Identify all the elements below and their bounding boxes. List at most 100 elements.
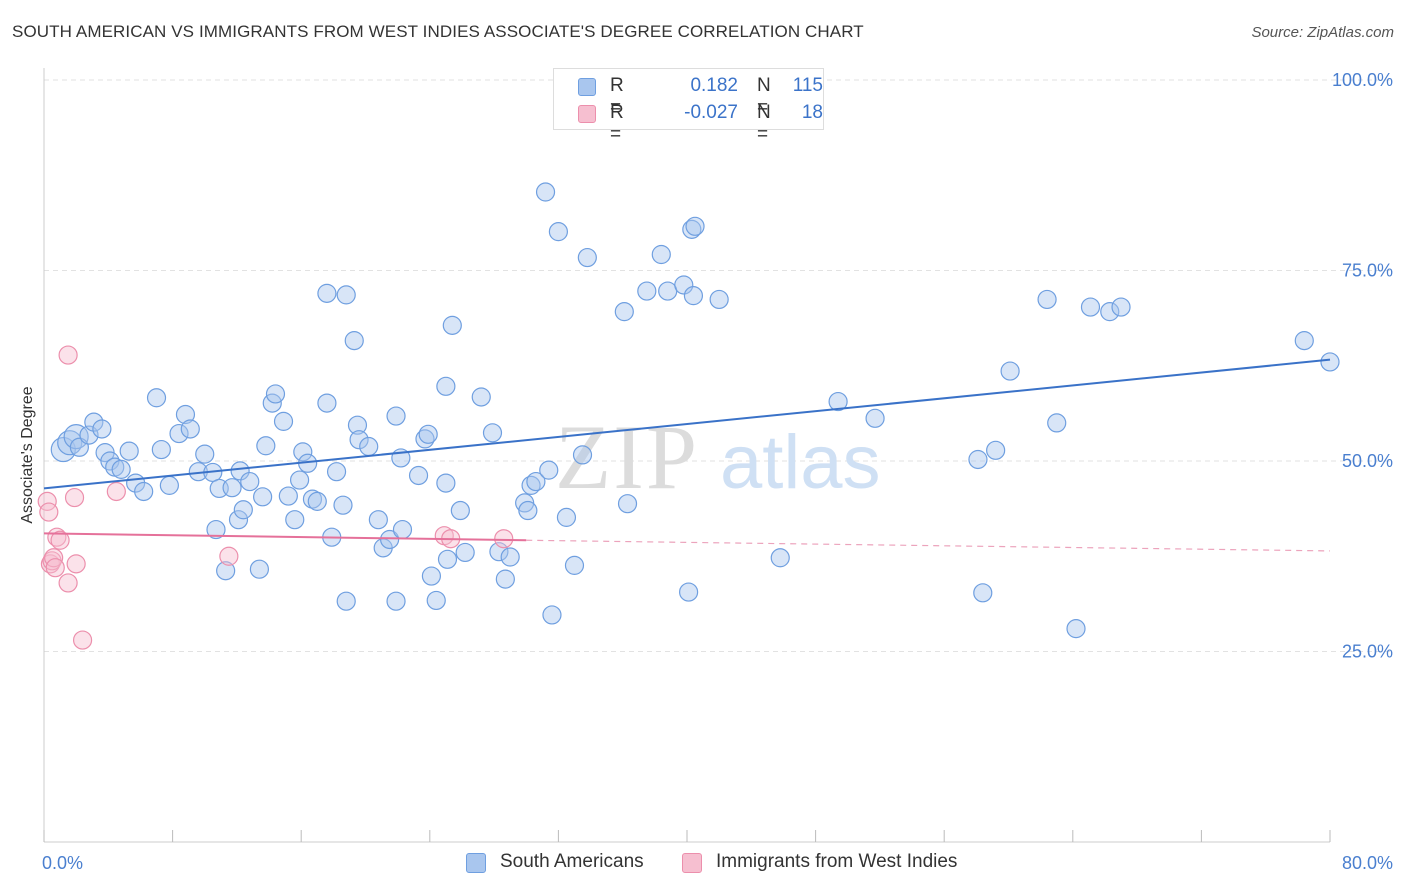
data-point: [106, 481, 126, 502]
x-tick-label: 80.0%: [1342, 853, 1393, 873]
data-point: [442, 315, 462, 335]
legend-swatch-west-indies: [578, 105, 596, 123]
data-point: [58, 573, 78, 593]
data-point: [418, 424, 438, 444]
data-point: [674, 275, 694, 295]
data-point: [518, 500, 538, 521]
data-point: [865, 408, 885, 428]
data-point: [66, 554, 86, 574]
data-point: [278, 486, 298, 506]
data-point: [92, 419, 112, 439]
watermark-zip: ZIP: [555, 406, 699, 508]
data-point: [500, 547, 520, 567]
legend-swatch-south-americans: [578, 78, 596, 96]
data-point: [368, 510, 388, 530]
data-point: [539, 460, 559, 480]
data-point: [336, 591, 356, 611]
data-point: [1066, 619, 1086, 639]
y-tick-label: 100.0%: [1332, 70, 1393, 90]
legend-r-label: R =: [610, 102, 624, 145]
data-point: [709, 289, 729, 310]
data-point: [159, 475, 179, 495]
data-point: [455, 542, 475, 563]
data-point: [180, 419, 200, 439]
data-point: [44, 548, 64, 568]
y-axis-label: Associate's Degree: [19, 386, 36, 524]
data-point: [273, 411, 294, 431]
data-point: [39, 502, 59, 522]
data-point: [222, 478, 242, 498]
data-point: [195, 444, 215, 464]
trend-lines: [43, 358, 1331, 552]
data-point: [240, 471, 260, 492]
data-point: [973, 583, 993, 603]
data-point: [344, 331, 364, 351]
data-point: [151, 439, 171, 460]
data-point: [386, 591, 406, 611]
legend-r-value: -0.027: [684, 102, 738, 123]
bottom-legend-swatch-west-indies: [682, 853, 702, 873]
data-point: [146, 388, 167, 408]
data-point: [293, 442, 313, 462]
data-point: [556, 507, 577, 527]
data-point: [658, 281, 678, 301]
bottom-legend-label: South Americans: [500, 851, 644, 872]
data-point: [426, 590, 446, 611]
data-point: [482, 423, 503, 443]
y-tick-label: 50.0%: [1342, 451, 1393, 471]
trend-line-west-indies: [43, 532, 527, 542]
data-point: [495, 569, 515, 589]
data-point: [169, 423, 189, 444]
data-point: [548, 222, 569, 242]
data-point: [45, 558, 65, 578]
data-point: [1000, 361, 1020, 381]
data-point: [679, 582, 699, 602]
data-point: [436, 473, 456, 493]
data-point: [828, 391, 848, 412]
data-point: [614, 302, 634, 322]
data-point: [685, 216, 705, 236]
data-point: [349, 430, 369, 450]
grid-lines: [44, 79, 1393, 652]
data-point: [317, 393, 337, 413]
data-point: [1047, 413, 1067, 433]
y-tick-label: 25.0%: [1342, 642, 1393, 662]
data-point: [307, 491, 327, 511]
data-point: [336, 285, 356, 305]
data-point: [1294, 331, 1314, 351]
data-point: [289, 470, 310, 490]
data-point: [617, 494, 638, 514]
data-point: [326, 462, 347, 482]
data-point: [542, 605, 562, 625]
data-point: [253, 487, 273, 507]
data-point: [233, 500, 253, 520]
data-point: [359, 436, 379, 457]
data-point: [265, 384, 286, 404]
data-point: [111, 459, 131, 479]
data-point: [450, 500, 470, 521]
data-point: [437, 549, 458, 569]
data-point: [64, 487, 85, 508]
data-point: [421, 566, 442, 586]
legend-n-label: N =: [757, 75, 771, 118]
data-point: [58, 345, 78, 365]
data-point: [564, 555, 585, 575]
legend-box: R = 0.182 N = 115 R = -0.027 N = 18: [553, 68, 824, 145]
watermark: ZIP atlas: [555, 406, 881, 508]
data-point: [333, 495, 353, 515]
chart-title: SOUTH AMERICAN VS IMMIGRANTS FROM WEST I…: [12, 22, 864, 41]
data-point: [72, 630, 93, 650]
trend-line-west-indies-extension: [526, 539, 1331, 552]
trend-line-south-americans: [43, 358, 1331, 490]
data-point: [651, 244, 671, 265]
data-point: [494, 529, 514, 549]
data-point: [206, 519, 226, 540]
data-point: [637, 281, 657, 301]
data-point: [50, 530, 70, 550]
source-credit: Source: ZipAtlas.com: [1251, 24, 1394, 41]
data-point: [408, 465, 429, 486]
data-point: [1037, 289, 1057, 310]
data-point: [219, 546, 239, 566]
data-point: [683, 286, 704, 306]
